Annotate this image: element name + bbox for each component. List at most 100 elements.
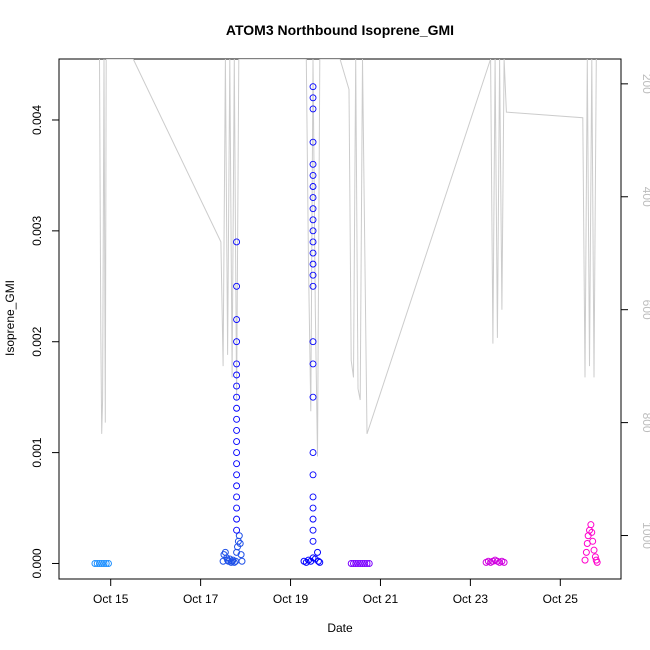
y2-tick-label: 200 (640, 74, 650, 94)
data-point (314, 548, 322, 556)
data-point (314, 557, 322, 565)
outlier-point (309, 282, 317, 290)
outlier-point (309, 449, 317, 457)
x-tick-label: Oct 19 (273, 592, 309, 606)
data-point (102, 559, 110, 567)
x-tick-label: Oct 15 (93, 592, 129, 606)
data-point (226, 555, 234, 563)
outlier-point (309, 526, 317, 534)
data-point (354, 559, 362, 567)
outlier-point (233, 471, 241, 479)
outlier-point (309, 183, 317, 190)
x-tick-label: Oct 17 (183, 592, 219, 606)
outlier-point (309, 238, 317, 246)
data-point (352, 559, 360, 567)
data-point (91, 559, 99, 567)
outlier-point (309, 105, 317, 113)
data-point (98, 559, 106, 567)
data-point (584, 532, 592, 540)
data-point (100, 559, 108, 567)
y-tick-label: 0.001 (30, 437, 44, 467)
data-point (230, 558, 238, 566)
data-point (95, 559, 103, 567)
y-tick-label: 0.004 (30, 105, 44, 135)
outlier-point (233, 415, 241, 423)
data-point (356, 559, 364, 567)
outlier-point (233, 482, 241, 490)
data-point (236, 540, 244, 548)
chart-title: ATOM3 Northbound Isoprene_GMI (226, 22, 454, 38)
outlier-point (233, 404, 241, 412)
outlier-point (233, 338, 241, 346)
outlier-point (309, 393, 317, 401)
data-point (581, 556, 589, 564)
outlier-point (309, 94, 317, 102)
data-point (589, 537, 597, 545)
data-point (593, 558, 601, 566)
data-point (365, 559, 373, 567)
outlier-point (309, 194, 317, 202)
data-point (363, 559, 371, 567)
outlier-point (309, 249, 317, 257)
y-axis-left: 0.000 0.001 0.002 0.003 0.004 (30, 105, 60, 578)
data-point (93, 559, 101, 567)
data-point (587, 521, 595, 529)
outlier-point (309, 216, 317, 224)
data-point (588, 528, 596, 536)
outlier-point (309, 205, 317, 213)
outlier-point (309, 360, 317, 368)
outlier-point (233, 238, 241, 246)
outlier-point (309, 493, 317, 501)
outlier-point (233, 449, 241, 457)
outlier-point (309, 338, 317, 346)
outlier-point (309, 271, 317, 279)
outlier-point (233, 504, 241, 512)
y-tick-label: 0.003 (30, 216, 44, 246)
outlier-point (233, 382, 241, 390)
data-point (349, 559, 357, 567)
data-point (237, 551, 245, 559)
x-tick-label: Oct 23 (453, 592, 489, 606)
outlier-point (233, 526, 241, 534)
data-point (238, 557, 246, 565)
outlier-point (233, 282, 241, 290)
x-axis-label: Date (327, 621, 353, 635)
data-point (582, 548, 590, 556)
data-point (316, 558, 324, 566)
y2-tick-label: 400 (640, 187, 650, 207)
y-axis-right: 200 400 600 800 1000 (620, 74, 650, 549)
data-point (361, 559, 369, 567)
data-point (104, 559, 112, 567)
data-point (590, 546, 598, 554)
pressure-line (99, 59, 597, 457)
outlier-point (309, 138, 317, 146)
outlier-point (309, 260, 317, 268)
outlier-point (233, 515, 241, 523)
outlier-point (233, 438, 241, 445)
outlier-point (233, 316, 241, 324)
y-tick-label: 0.000 (30, 548, 44, 578)
y2-tick-label: 1000 (640, 522, 650, 549)
x-tick-label: Oct 21 (363, 592, 399, 606)
x-axis: Oct 15 Oct 17 Oct 19 Oct 21 Oct 23 Oct 25 (93, 578, 579, 606)
outlier-point (233, 360, 241, 368)
outlier-point (233, 460, 241, 468)
outlier-point (233, 371, 241, 379)
data-point (500, 558, 508, 566)
outlier-point (309, 227, 317, 235)
outlier-point (309, 171, 317, 179)
outlier-point (309, 160, 317, 168)
x-tick-label: Oct 25 (543, 592, 579, 606)
outlier-point (233, 426, 241, 434)
plot-frame (58, 58, 622, 580)
outlier-point (309, 515, 317, 523)
outlier-point (233, 393, 241, 401)
y-axis-label: Isoprene_GMI (3, 280, 17, 356)
data-point (358, 559, 366, 567)
data-point (347, 559, 355, 567)
pressure-line-layer (99, 59, 597, 457)
y2-tick-label: 600 (640, 300, 650, 320)
data-point (235, 532, 243, 540)
outlier-point (233, 493, 241, 501)
